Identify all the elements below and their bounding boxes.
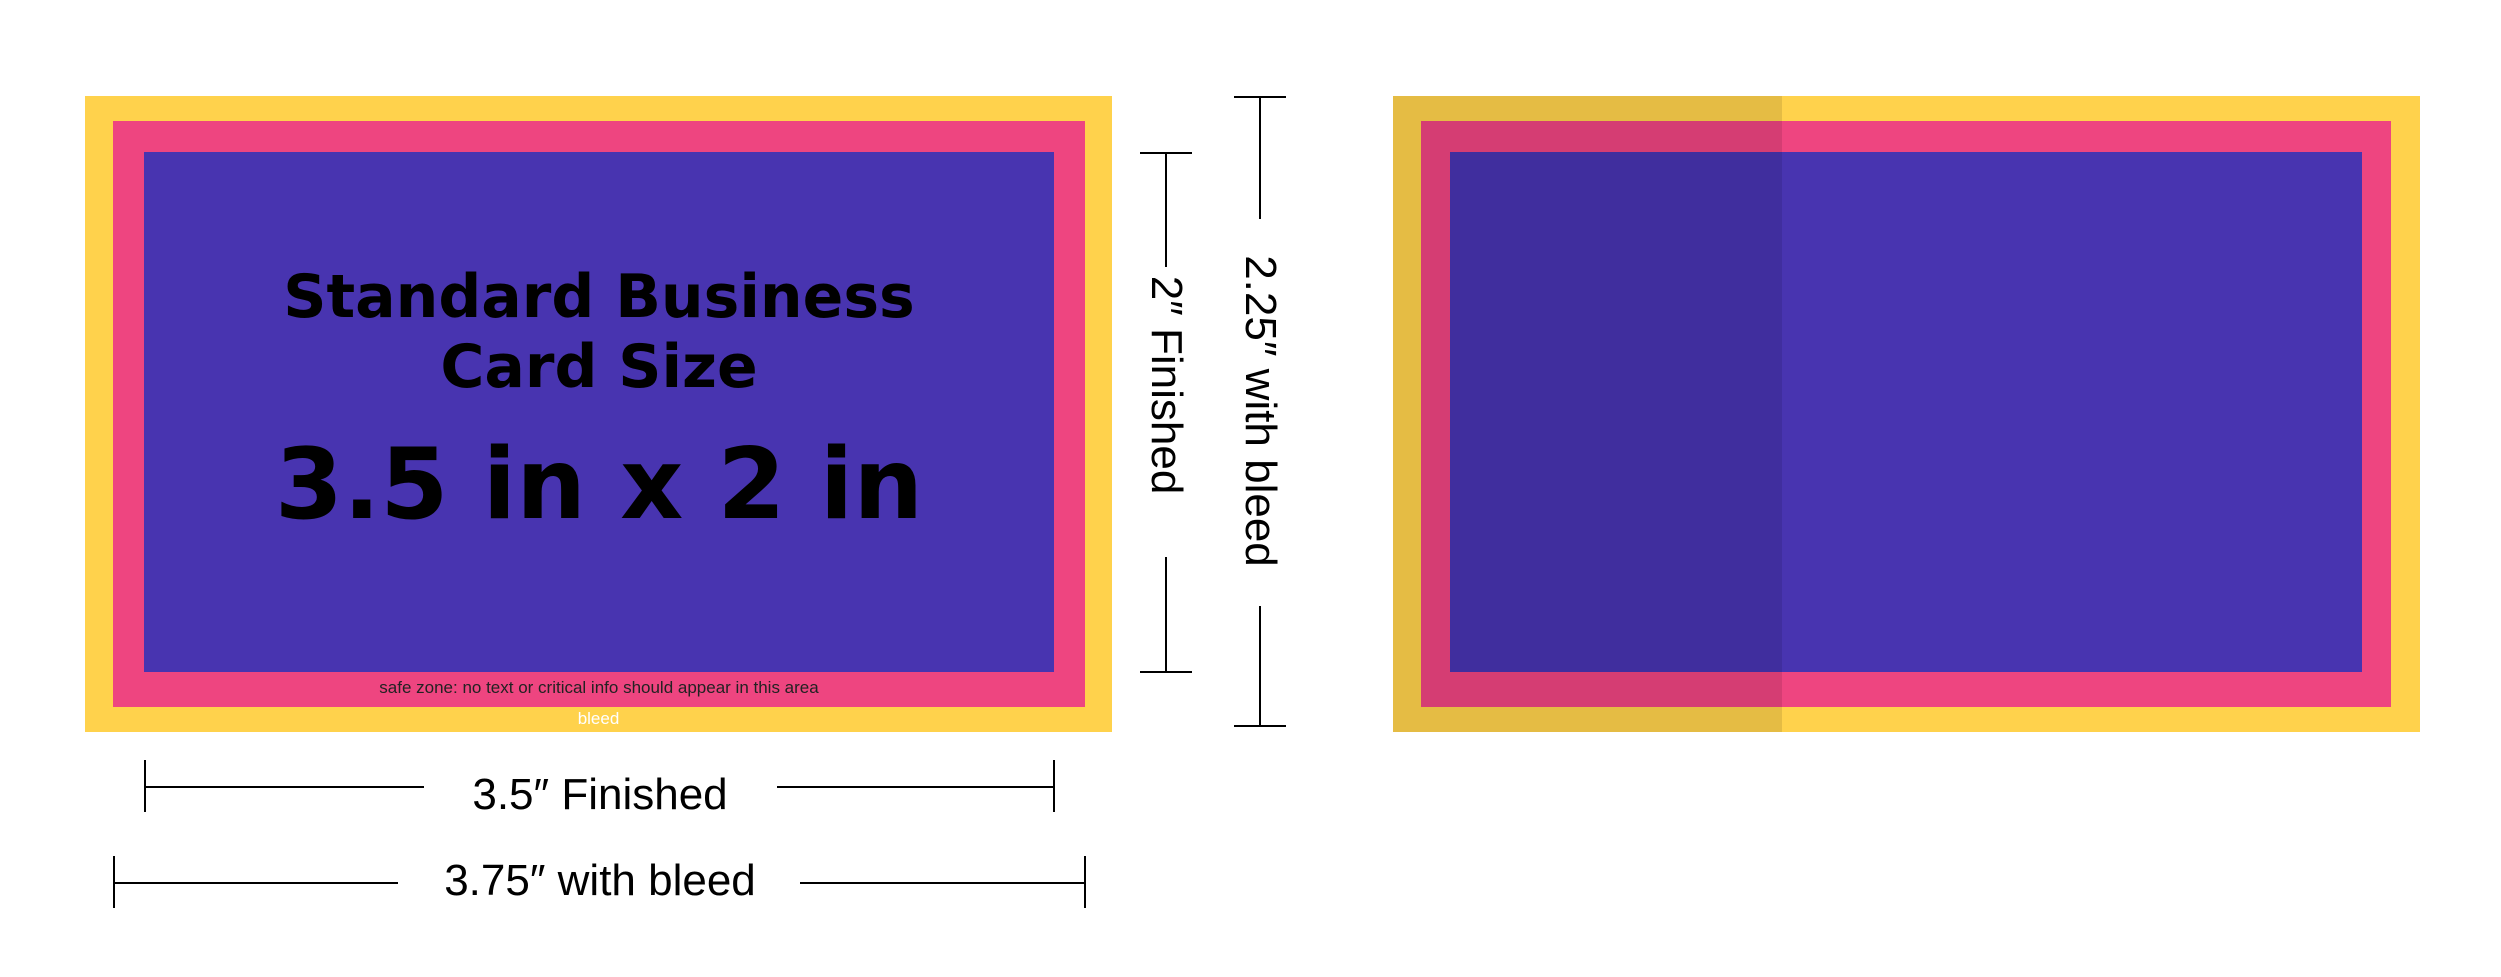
bleed-label: bleed [577,709,620,728]
dim-tick [1053,760,1055,812]
width-bleed-label: 3.75″ with bleed [444,856,756,905]
card-size: 3.5 in x 2 in [274,428,924,542]
card-title-line1: Standard Business [283,262,915,332]
dim-tick [1084,856,1086,908]
dim-line [1165,557,1167,672]
dim-tick [1140,671,1192,673]
dim-line [1259,96,1261,219]
height-bleed-label: 2.25″ with bleed [1236,255,1285,567]
safe-zone-label: safe zone: no text or critical info shou… [379,678,819,697]
back-shaded-overlay [1393,96,1782,732]
dim-line [144,786,424,788]
dim-line [777,786,1054,788]
width-finished-label: 3.5″ Finished [472,770,728,819]
dim-line [113,882,398,884]
dim-tick [1234,725,1286,727]
dim-line [1165,152,1167,267]
dim-line [1259,606,1261,726]
safe-area [144,152,1054,672]
back-safe-area [1450,152,2362,672]
height-finished-label: 2″ Finished [1142,275,1191,495]
dim-line [800,882,1085,884]
card-title-line2: Card Size [440,332,758,402]
